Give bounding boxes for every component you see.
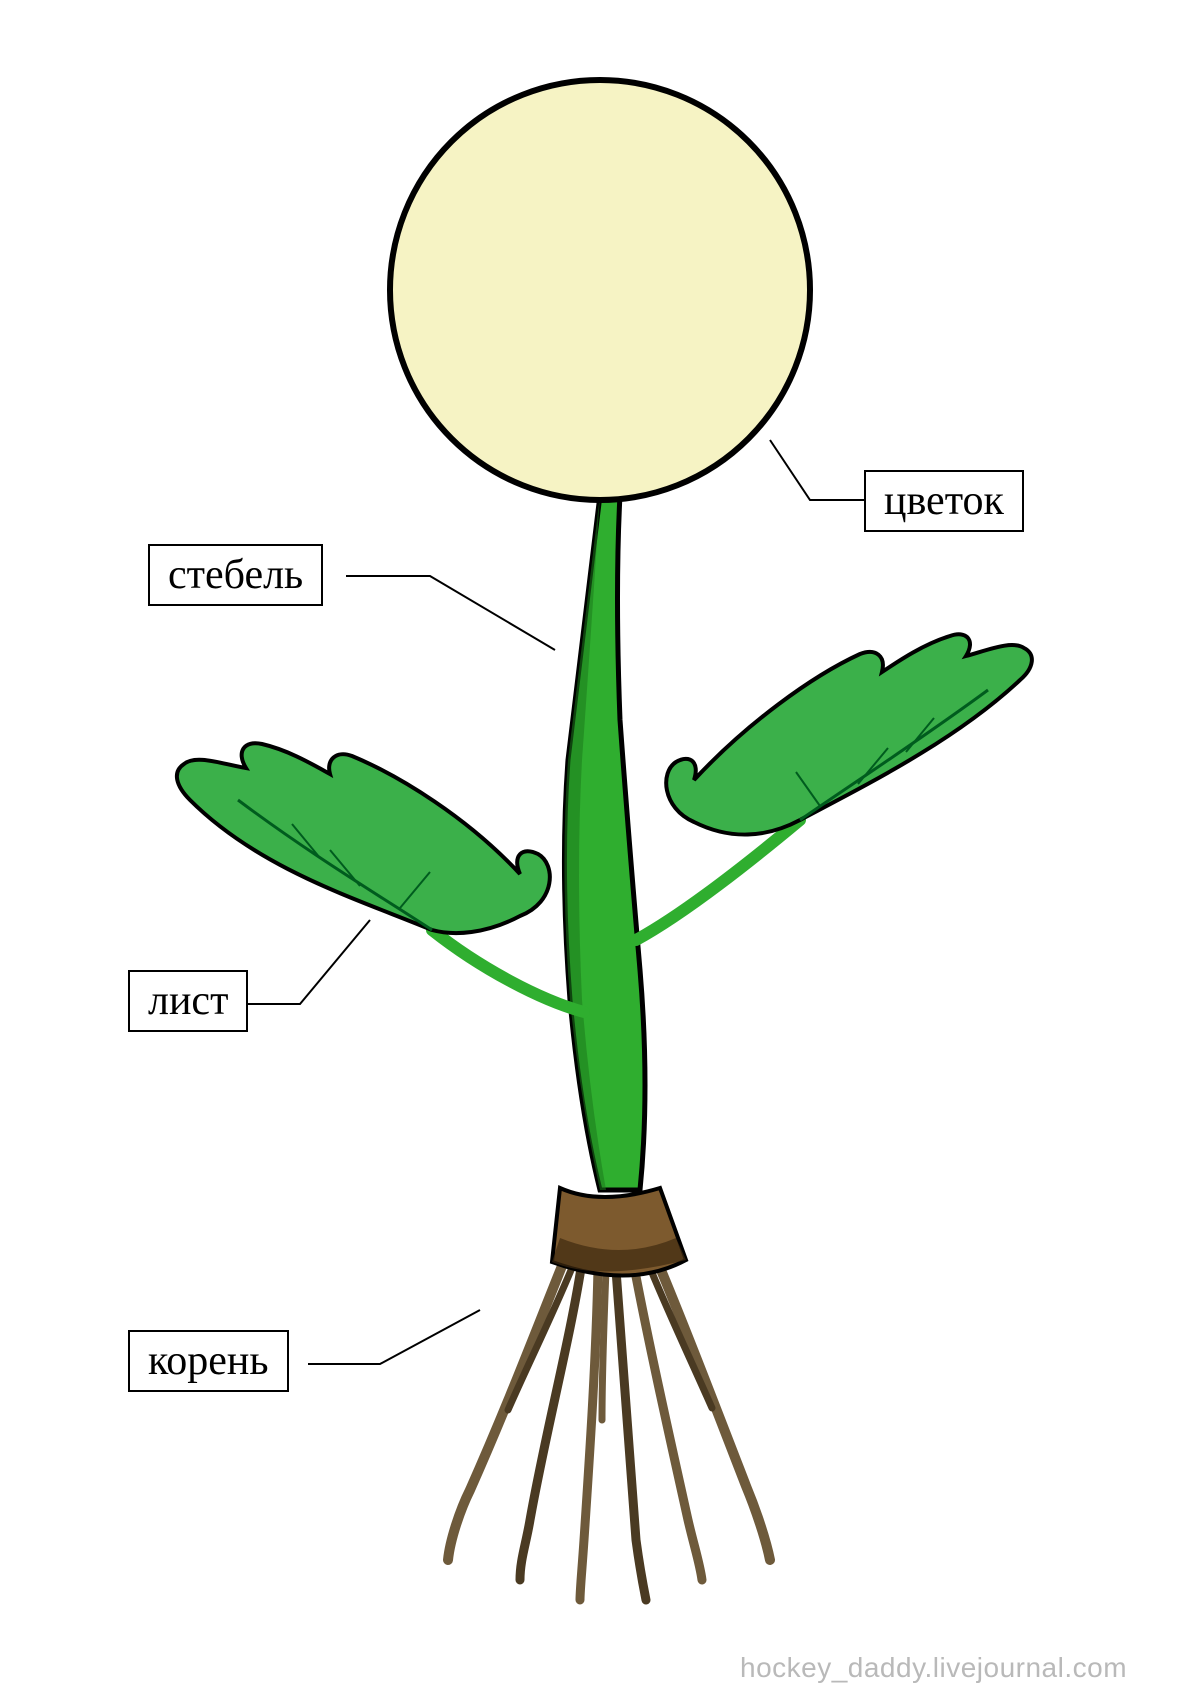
label-root: корень [128, 1330, 289, 1392]
callout-stem [346, 576, 555, 650]
callout-root [308, 1310, 480, 1364]
callout-flower [770, 440, 864, 500]
roots-group [448, 1256, 770, 1600]
root-strand [580, 1268, 598, 1600]
label-stem: стебель [148, 544, 323, 606]
leaf-right-blade [666, 634, 1032, 834]
plant-diagram [0, 0, 1200, 1696]
leaf-right [636, 634, 1032, 940]
label-leaf: лист [128, 970, 248, 1032]
callout-leaf [244, 920, 370, 1004]
leaf-right-petiole [636, 820, 800, 940]
root-strand [602, 1270, 606, 1420]
watermark: hockey_daddy.livejournal.com [740, 1652, 1127, 1684]
label-flower: цветок [864, 470, 1024, 532]
flower-head [390, 80, 810, 500]
leaf-left-blade [177, 743, 550, 933]
